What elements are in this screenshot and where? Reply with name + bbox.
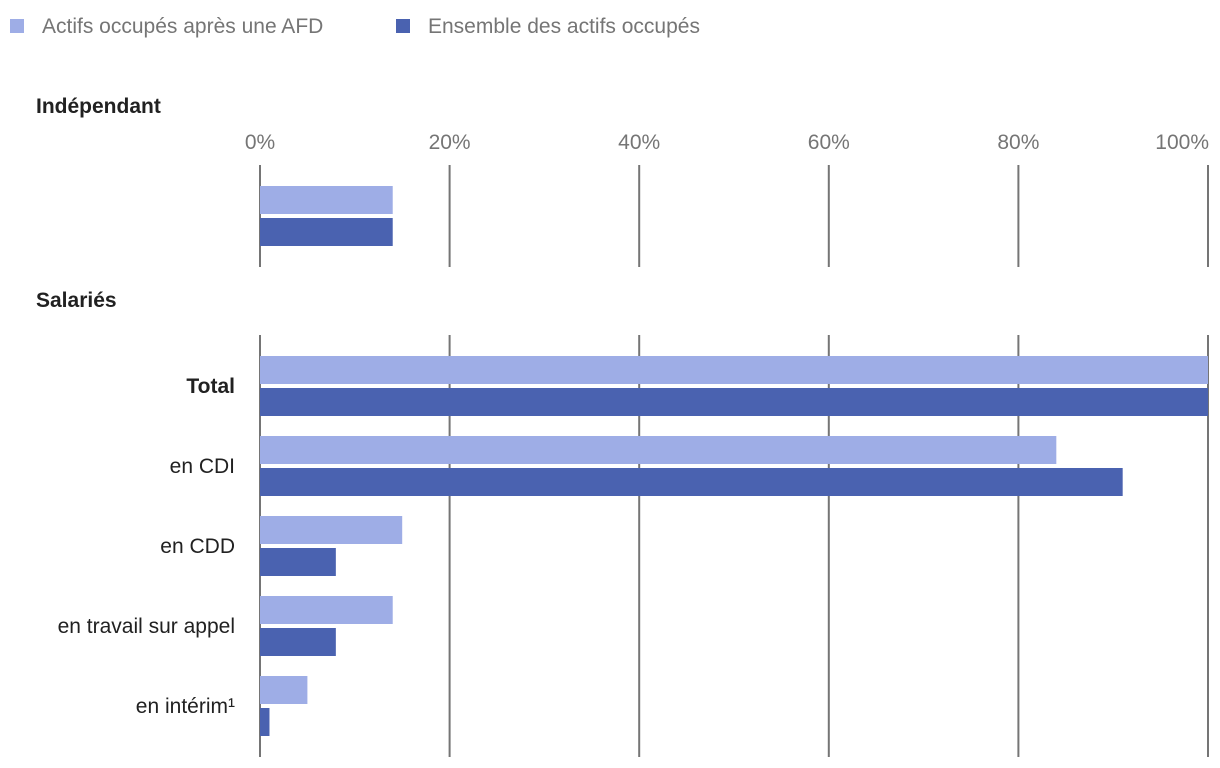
panel-title-salaries: Salariés xyxy=(36,289,117,312)
x-tick-label: 80% xyxy=(997,131,1039,154)
x-axis-ticks: 0% 20% 40% 60% 80% 100% xyxy=(245,131,1209,154)
bar xyxy=(260,516,403,544)
x-tick-label: 40% xyxy=(618,131,660,154)
bar xyxy=(260,548,336,576)
bar xyxy=(260,676,308,704)
category-label: en travail sur appel xyxy=(58,615,235,638)
bar xyxy=(260,186,393,214)
category-label: en CDD xyxy=(160,535,235,558)
bar xyxy=(260,708,270,736)
bars xyxy=(260,186,1208,736)
x-tick-label: 0% xyxy=(245,131,275,154)
legend-swatch-afd xyxy=(10,19,24,33)
category-label: Total xyxy=(186,375,235,398)
bar xyxy=(260,596,393,624)
bar xyxy=(260,356,1208,384)
legend-label-afd: Actifs occupés après une AFD xyxy=(42,15,323,38)
legend-label-ensemble: Ensemble des actifs occupés xyxy=(428,15,700,38)
category-labels: Total en CDI en CDD en travail sur appel en … xyxy=(58,375,235,718)
bar xyxy=(260,388,1208,416)
x-tick-label: 100% xyxy=(1155,131,1209,154)
panel-title-independant: Indépendant xyxy=(36,95,161,118)
x-tick-label: 20% xyxy=(429,131,471,154)
category-label: en intérim¹ xyxy=(136,695,235,718)
x-tick-label: 60% xyxy=(808,131,850,154)
bar xyxy=(260,468,1123,496)
bar xyxy=(260,218,393,246)
legend-swatch-ensemble xyxy=(396,19,410,33)
bar xyxy=(260,436,1057,464)
legend: Actifs occupés après une AFD Ensemble de… xyxy=(10,15,700,38)
bar xyxy=(260,628,336,656)
category-label: en CDI xyxy=(170,455,235,478)
